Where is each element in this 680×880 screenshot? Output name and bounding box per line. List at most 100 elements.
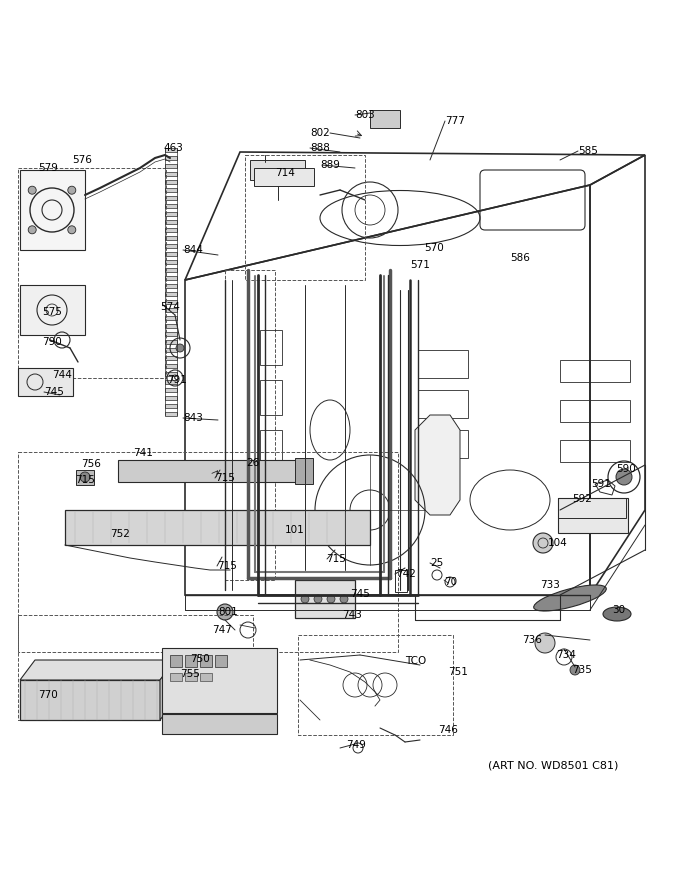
Text: 843: 843 [183, 413, 203, 423]
Text: 741: 741 [133, 448, 153, 458]
Text: 570: 570 [424, 243, 444, 253]
Bar [165, 220, 177, 224]
Bar [165, 364, 177, 368]
Circle shape [28, 226, 36, 234]
Text: 743: 743 [342, 610, 362, 620]
Bar [558, 498, 626, 518]
Text: 750: 750 [190, 654, 209, 664]
Circle shape [68, 226, 75, 234]
Bar [18, 168, 166, 378]
Text: 715: 715 [75, 475, 95, 485]
Bar [418, 390, 468, 418]
Bar [260, 330, 282, 365]
Bar [165, 300, 177, 304]
Text: 715: 715 [326, 554, 346, 564]
Circle shape [314, 595, 322, 603]
Polygon shape [415, 415, 460, 515]
Ellipse shape [534, 585, 607, 611]
Bar [560, 440, 630, 462]
Bar [165, 348, 177, 352]
Polygon shape [20, 660, 175, 680]
Circle shape [176, 344, 184, 352]
Bar [165, 156, 177, 160]
Text: 844: 844 [183, 245, 203, 255]
Text: 756: 756 [81, 459, 101, 469]
Bar [560, 360, 630, 382]
Bar [165, 356, 177, 360]
Bar [295, 580, 355, 618]
Bar [370, 110, 400, 128]
Text: 744: 744 [52, 370, 72, 380]
Text: 590: 590 [616, 464, 636, 474]
Text: 30: 30 [612, 605, 625, 615]
Text: 715: 715 [215, 473, 235, 483]
Bar [165, 180, 177, 184]
Bar [165, 332, 177, 336]
Text: 888: 888 [310, 143, 330, 153]
Text: 25: 25 [430, 558, 443, 568]
Bar [165, 260, 177, 264]
Text: 889: 889 [320, 160, 340, 170]
Circle shape [340, 595, 348, 603]
Text: 104: 104 [548, 538, 568, 548]
Bar [165, 316, 177, 320]
Bar [395, 570, 407, 592]
Text: 790: 790 [42, 337, 62, 347]
Text: 585: 585 [578, 146, 598, 156]
Bar [165, 196, 177, 200]
Bar [165, 268, 177, 272]
Text: 734: 734 [556, 650, 576, 660]
Bar [250, 160, 305, 180]
Circle shape [327, 595, 335, 603]
Text: 592: 592 [572, 494, 592, 504]
Bar [165, 372, 177, 376]
Bar [558, 498, 628, 533]
Circle shape [533, 533, 553, 553]
Text: 801: 801 [218, 607, 238, 617]
Bar [165, 148, 177, 152]
Text: 745: 745 [350, 589, 370, 599]
Bar [165, 204, 177, 208]
Bar [165, 164, 177, 168]
Bar [225, 270, 275, 580]
Bar [170, 655, 182, 667]
Bar [418, 430, 468, 458]
Bar [165, 252, 177, 256]
Text: 735: 735 [572, 665, 592, 675]
Bar [298, 635, 453, 735]
Text: 755: 755 [180, 669, 200, 679]
Text: 574: 574 [160, 302, 180, 312]
Bar [162, 714, 277, 734]
Text: 715: 715 [217, 561, 237, 571]
Bar [165, 172, 177, 176]
Bar [200, 655, 212, 667]
Bar [165, 244, 177, 248]
Bar [18, 452, 398, 652]
Bar [18, 615, 253, 720]
Bar [165, 380, 177, 384]
Bar [162, 648, 277, 713]
Text: (ART NO. WD8501 C81): (ART NO. WD8501 C81) [488, 760, 618, 770]
Bar [185, 673, 197, 681]
Bar [165, 396, 177, 400]
Circle shape [570, 665, 580, 675]
Text: 70: 70 [444, 577, 457, 587]
Bar [254, 168, 314, 186]
Bar [20, 170, 85, 250]
Text: 777: 777 [445, 116, 465, 126]
Bar [165, 228, 177, 232]
Circle shape [301, 595, 309, 603]
Text: 749: 749 [346, 740, 366, 750]
Bar [165, 340, 177, 344]
Text: 746: 746 [438, 725, 458, 735]
Bar [560, 400, 630, 422]
Bar [260, 430, 282, 465]
Text: 101: 101 [285, 525, 305, 535]
Text: 26: 26 [246, 458, 259, 468]
Circle shape [217, 604, 233, 620]
Circle shape [80, 472, 90, 482]
Bar [165, 324, 177, 328]
Bar [165, 188, 177, 192]
Polygon shape [20, 680, 160, 720]
Text: TCO: TCO [405, 656, 426, 666]
